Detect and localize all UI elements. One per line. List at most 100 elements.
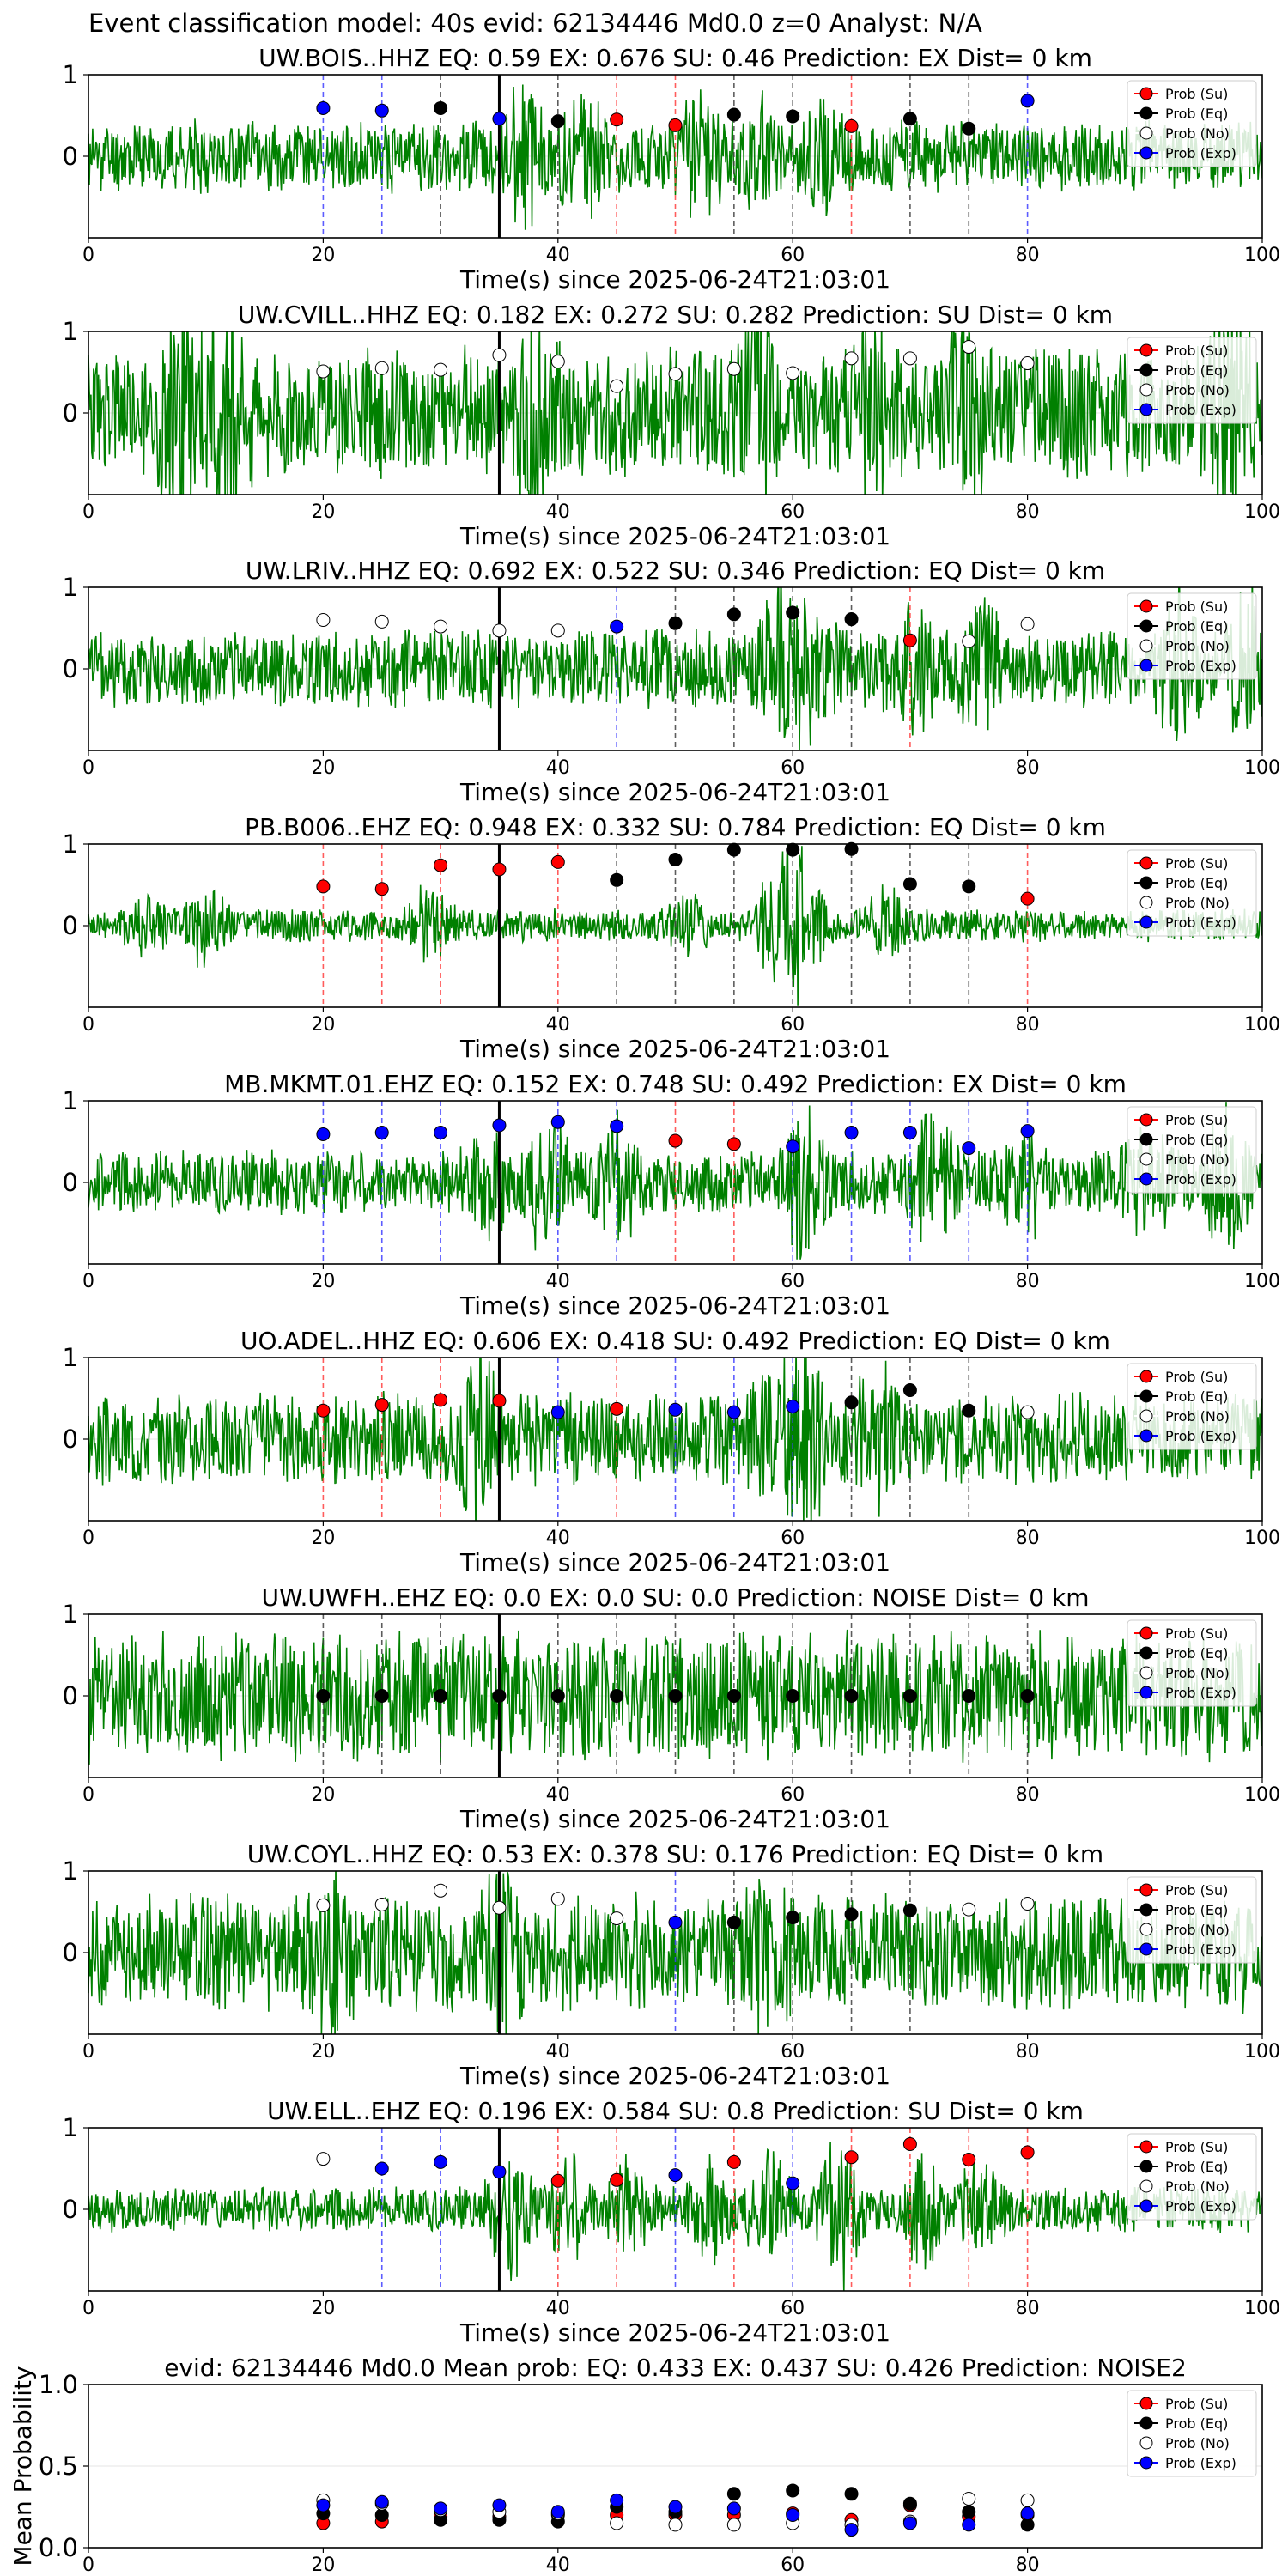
- legend-box: [1127, 1106, 1257, 1194]
- waveform-trace: [88, 1102, 1262, 1260]
- prob-point-exp-20: [316, 100, 331, 115]
- legend-label-no: Prob (No): [1165, 1922, 1230, 1938]
- x-tick-label: 80: [1016, 757, 1040, 779]
- x-tick-label: 60: [781, 501, 805, 523]
- prob-point-eq-45: [610, 1689, 624, 1703]
- legend-label-no: Prob (No): [1165, 2435, 1230, 2451]
- legend-marker-no: [1139, 1666, 1153, 1680]
- prob-point-exp-35: [492, 2165, 507, 2179]
- legend-label-exp: Prob (Exp): [1165, 2455, 1236, 2471]
- mean-point-exp-65: [844, 2523, 859, 2537]
- legend-label-eq: Prob (Eq): [1165, 2159, 1228, 2175]
- legend-label-su: Prob (Su): [1165, 1112, 1228, 1128]
- legend-label-su: Prob (Su): [1165, 1369, 1228, 1385]
- legend: Prob (Su) Prob (Eq) Prob (No) Prob (Exp): [1127, 2390, 1257, 2477]
- prob-point-eq-65: [844, 1907, 859, 1922]
- prob-point-eq-30: [434, 1689, 448, 1703]
- x-tick-label: 80: [1016, 501, 1040, 523]
- legend-box: [1127, 2133, 1257, 2221]
- x-axis-label: Time(s) since 2025-06-24T21:03:01: [459, 1035, 890, 1063]
- x-tick-label: 20: [311, 501, 335, 523]
- legend-marker-exp: [1139, 403, 1153, 416]
- prob-point-su-45: [610, 2172, 624, 2187]
- x-tick-label: 40: [546, 1271, 570, 1292]
- y-tick-label: 1: [63, 1856, 78, 1886]
- prob-point-eq-50: [668, 616, 683, 630]
- legend-label-exp: Prob (Exp): [1165, 2198, 1236, 2215]
- y-tick-label: 1: [63, 1343, 78, 1372]
- mean-point-no-45: [610, 2516, 624, 2530]
- prob-point-eq-60: [786, 605, 800, 620]
- mean-point-exp-45: [610, 2493, 624, 2507]
- legend-label-su: Prob (Su): [1165, 1625, 1228, 1642]
- prob-point-su-70: [902, 2137, 917, 2151]
- prob-point-exp-30: [434, 2154, 448, 2169]
- legend: Prob (Su) Prob (Eq) Prob (No) Prob (Exp): [1127, 80, 1257, 167]
- x-tick-label: 40: [546, 1784, 570, 1806]
- prob-point-no-60: [786, 366, 800, 380]
- legend-label-eq: Prob (Eq): [1165, 1132, 1228, 1148]
- prob-point-eq-50: [668, 1689, 683, 1703]
- x-axis-label: Time(s) since 2025-06-24T21:03:01: [459, 265, 890, 294]
- y-tick-label: 1: [63, 2113, 78, 2142]
- legend-marker-eq: [1139, 619, 1153, 633]
- prob-point-eq-70: [902, 112, 917, 126]
- prob-point-no-25: [374, 361, 389, 375]
- mean-point-exp-55: [726, 2501, 741, 2516]
- x-tick-label: 40: [546, 2298, 570, 2319]
- waveform-trace: [88, 1871, 1262, 2034]
- x-tick-label: 100: [1244, 757, 1280, 779]
- legend-label-exp: Prob (Exp): [1165, 402, 1236, 418]
- x-tick-label: 80: [1016, 1528, 1040, 1549]
- x-tick-label: 0: [82, 2298, 94, 2319]
- prob-point-exp-80: [1020, 94, 1035, 108]
- prob-point-su-55: [726, 2154, 741, 2169]
- prob-point-no-40: [550, 623, 565, 638]
- panel-title: UW.CVILL..HHZ EQ: 0.182 EX: 0.272 SU: 0.…: [238, 301, 1113, 329]
- x-tick-label: 60: [781, 1528, 805, 1549]
- waveform-trace: [88, 587, 1262, 750]
- x-tick-label: 100: [1244, 2298, 1280, 2319]
- legend-label-exp: Prob (Exp): [1165, 1171, 1236, 1188]
- prob-point-no-35: [492, 1900, 507, 1915]
- prob-point-no-30: [434, 1883, 448, 1898]
- legend-box: [1127, 592, 1257, 680]
- legend-marker-su: [1139, 1113, 1153, 1127]
- mean-point-no-80: [1020, 2493, 1035, 2507]
- prob-point-no-75: [962, 340, 976, 355]
- prob-point-exp-65: [844, 1126, 859, 1140]
- prob-point-eq-65: [844, 1689, 859, 1703]
- x-tick-label: 60: [781, 1014, 805, 1036]
- x-tick-label: 60: [781, 2041, 805, 2063]
- legend-marker-su: [1139, 343, 1153, 357]
- legend-marker-no: [1139, 639, 1153, 653]
- legend-label-eq: Prob (Eq): [1165, 875, 1228, 891]
- prob-point-no-50: [668, 367, 683, 381]
- legend-box: [1127, 849, 1257, 937]
- prob-point-eq-50: [668, 853, 683, 867]
- x-axis-label: Time(s) since 2025-06-24T21:03:01: [459, 778, 890, 806]
- legend-marker-no: [1139, 896, 1153, 909]
- prob-point-su-55: [726, 1137, 741, 1151]
- prob-point-su-50: [668, 118, 683, 132]
- legend-marker-no: [1139, 1409, 1153, 1423]
- x-tick-label: 0: [82, 1014, 94, 1036]
- mean-point-exp-30: [434, 2501, 448, 2516]
- prob-point-eq-60: [786, 842, 800, 857]
- prob-point-exp-50: [668, 1915, 683, 1929]
- legend-marker-exp: [1139, 1429, 1153, 1443]
- prob-point-exp-60: [786, 1400, 800, 1413]
- x-tick-label: 40: [546, 245, 570, 266]
- x-tick-label: 100: [1244, 245, 1280, 266]
- panel-6: UW.UWFH..EHZ EQ: 0.0 EX: 0.0 SU: 0.0 Pre…: [63, 1583, 1280, 1833]
- x-tick-label: 60: [781, 2555, 805, 2576]
- y-tick-label: 1: [63, 573, 78, 602]
- mean-point-eq-70: [902, 2496, 917, 2511]
- prob-point-su-25: [374, 1398, 389, 1413]
- panel-title: PB.B006..EHZ EQ: 0.948 EX: 0.332 SU: 0.7…: [245, 813, 1106, 841]
- panel-0: UW.BOIS..HHZ EQ: 0.59 EX: 0.676 SU: 0.46…: [63, 44, 1280, 294]
- prob-point-su-40: [550, 2173, 565, 2188]
- prob-point-no-65: [844, 351, 859, 366]
- prob-point-no-75: [962, 634, 976, 648]
- mean-point-exp-50: [668, 2500, 683, 2514]
